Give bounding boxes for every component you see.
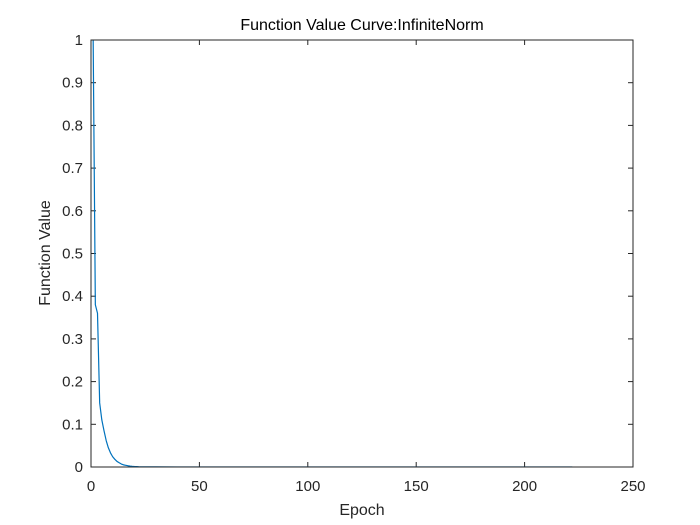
y-tick-label: 0.9 <box>62 75 83 92</box>
x-tick-label: 100 <box>295 478 320 495</box>
x-tick-labels: 0 50 100 150 200 250 <box>87 478 646 495</box>
y-tick-label: 0.2 <box>62 374 83 391</box>
x-tick-label: 50 <box>191 478 208 495</box>
x-tick-label: 0 <box>87 478 95 495</box>
y-tick-label: 0.4 <box>62 288 83 305</box>
x-tick-label: 200 <box>512 478 537 495</box>
x-tick-label: 250 <box>620 478 645 495</box>
y-tick-label: 0.8 <box>62 117 83 134</box>
y-tick-labels: 0 0.1 0.2 0.3 0.4 0.5 0.6 0.7 0.8 0.9 1 <box>62 32 83 476</box>
axes-box <box>90 39 634 468</box>
chart-title: Function Value Curve:InfiniteNorm <box>240 17 483 34</box>
x-axis-title: Epoch <box>339 502 384 519</box>
plot-area <box>91 40 633 467</box>
y-tick-label: 0.5 <box>62 246 83 263</box>
y-axis-title: Function Value <box>37 200 54 306</box>
y-tick-label: 0.6 <box>62 203 83 220</box>
y-tick-label: 0.7 <box>62 160 83 177</box>
y-tick-label: 0.3 <box>62 331 83 348</box>
y-tick-label: 1 <box>75 32 83 49</box>
x-tick-label: 150 <box>404 478 429 495</box>
y-tick-label: 0 <box>75 459 83 476</box>
y-tick-label: 0.1 <box>62 416 83 433</box>
